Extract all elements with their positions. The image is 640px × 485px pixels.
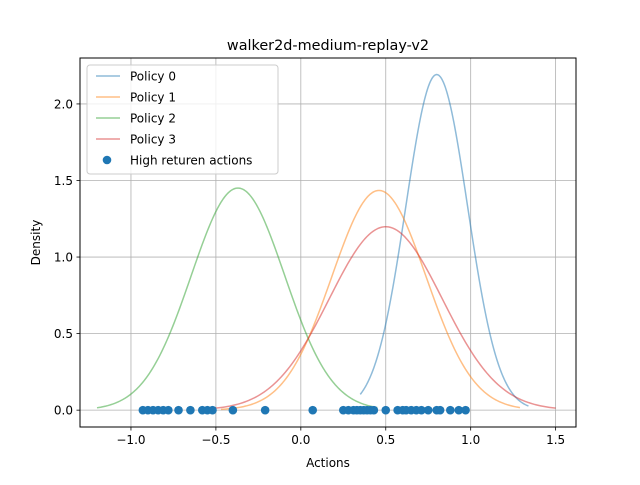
scatter-point xyxy=(228,405,238,415)
x-tick-label: −1.0 xyxy=(116,433,145,447)
legend-swatch-scatter xyxy=(102,155,112,165)
series-line-policy-1 xyxy=(220,189,521,411)
x-tick-label: 1.0 xyxy=(461,433,480,447)
density-curves xyxy=(96,73,556,411)
scatter-point xyxy=(308,405,318,415)
scatter-point xyxy=(174,405,183,415)
series-line-policy-2 xyxy=(96,187,378,409)
x-axis-label: Actions xyxy=(306,456,350,470)
x-tick-label: 0.5 xyxy=(376,433,395,447)
scatter-point xyxy=(381,405,391,415)
y-tick-label: 2.0 xyxy=(54,97,73,111)
x-tick-label: 0.0 xyxy=(291,433,310,447)
scatter-point xyxy=(417,405,426,415)
y-tick-label: 0.0 xyxy=(54,404,73,418)
scatter-point xyxy=(164,405,173,415)
legend: Policy 0 Policy 1 Policy 2 Policy 3 High ret… xyxy=(86,64,279,175)
grid xyxy=(80,58,576,427)
legend-box xyxy=(86,64,279,175)
scatter-point xyxy=(435,405,445,415)
scatter-point xyxy=(454,405,464,415)
y-axis-ticks: 0.0 0.5 1.0 1.5 2.0 xyxy=(54,97,80,418)
series-line-policy-0 xyxy=(359,73,529,407)
scatter-point xyxy=(423,405,433,415)
scatter-point xyxy=(461,405,470,415)
legend-label-policy-0: Policy 0 xyxy=(130,70,176,84)
legend-label-scatter: High returen actions xyxy=(130,154,252,168)
legend-label-policy-1: Policy 1 xyxy=(130,91,176,105)
x-tick-label: −0.5 xyxy=(201,433,230,447)
y-tick-label: 0.5 xyxy=(54,327,73,341)
chart-title: walker2d-medium-replay-v2 xyxy=(227,38,429,54)
y-tick-label: 1.0 xyxy=(54,251,73,265)
scatter-point xyxy=(369,405,379,415)
x-tick-label: 1.5 xyxy=(546,433,565,447)
plot-frame xyxy=(79,57,577,428)
scatter-point xyxy=(446,405,455,415)
y-axis-label: Density xyxy=(29,220,43,266)
scatter-point xyxy=(208,405,217,415)
x-axis-ticks: −1.0 −0.5 0.0 0.5 1.0 1.5 xyxy=(116,427,565,447)
series-line-policy-3 xyxy=(212,225,556,410)
legend-label-policy-3: Policy 3 xyxy=(130,133,176,147)
legend-label-policy-2: Policy 2 xyxy=(130,112,176,126)
scatter-point xyxy=(260,405,270,415)
scatter-points xyxy=(138,405,470,415)
scatter-point xyxy=(186,405,195,415)
y-tick-label: 1.5 xyxy=(54,174,73,188)
